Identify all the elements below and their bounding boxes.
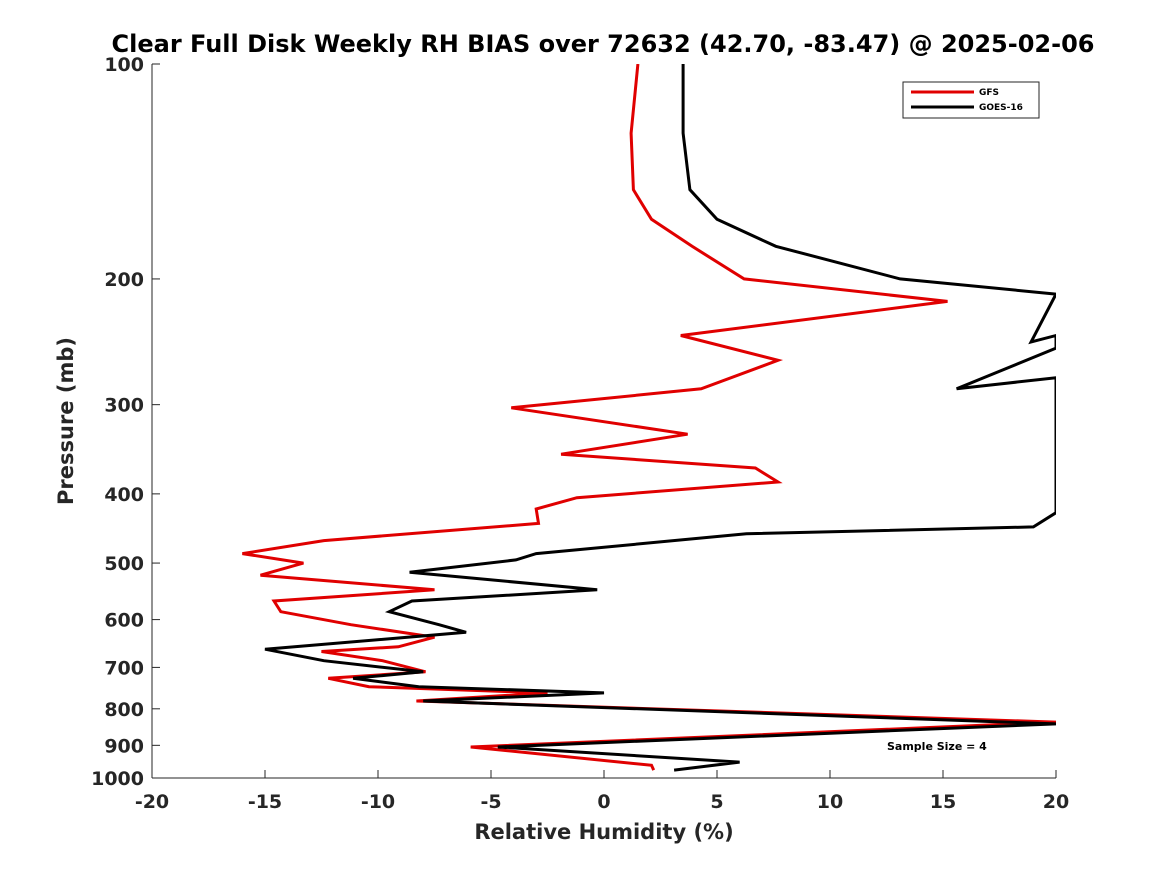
x-tick-label: 10 bbox=[817, 791, 843, 813]
y-tick-label: 300 bbox=[104, 395, 144, 417]
x-tick-label: 15 bbox=[930, 791, 956, 813]
series-line-goes-16 bbox=[264, 64, 1056, 772]
plot-area: -20 -15 -10 -5 0 5 10 15 20 100 200 300 400 500 600 70… bbox=[91, 54, 1069, 813]
y-tick-label: 700 bbox=[104, 657, 144, 679]
x-axis-label: Relative Humidity (%) bbox=[474, 820, 733, 844]
y-tick-label: 100 bbox=[104, 54, 144, 76]
chart-title: Clear Full Disk Weekly RH BIAS over 7263… bbox=[112, 30, 1095, 58]
y-tick-label: 200 bbox=[104, 269, 144, 291]
legend: GFS GOES-16 bbox=[902, 81, 1040, 119]
x-tick-label: 5 bbox=[710, 791, 723, 813]
x-tick-label: -10 bbox=[361, 791, 395, 813]
y-tick-label: 600 bbox=[104, 610, 144, 632]
x-tick-label: -20 bbox=[135, 791, 169, 813]
legend-label-goes16: GOES-16 bbox=[979, 103, 1023, 113]
series-line-gfs bbox=[242, 64, 1056, 771]
sample-size-annotation: Sample Size = 4 bbox=[887, 740, 987, 753]
y-ticks: 100 200 300 400 500 600 700 800 900 1000 bbox=[91, 54, 160, 790]
y-tick-label: 400 bbox=[104, 484, 144, 506]
legend-label-gfs: GFS bbox=[979, 88, 999, 98]
x-tick-label: -15 bbox=[248, 791, 282, 813]
y-tick-label: 900 bbox=[104, 735, 144, 757]
x-tick-label: 20 bbox=[1043, 791, 1069, 813]
y-tick-label: 800 bbox=[104, 699, 144, 721]
x-ticks: -20 -15 -10 -5 0 5 10 15 20 bbox=[135, 770, 1069, 813]
y-tick-label: 1000 bbox=[91, 768, 144, 790]
y-axis-label: Pressure (mb) bbox=[54, 337, 78, 505]
legend-box bbox=[902, 81, 1040, 119]
x-tick-label: 0 bbox=[597, 791, 610, 813]
series-layer bbox=[242, 64, 1056, 772]
y-tick-label: 500 bbox=[104, 553, 144, 575]
x-tick-label: -5 bbox=[480, 791, 501, 813]
